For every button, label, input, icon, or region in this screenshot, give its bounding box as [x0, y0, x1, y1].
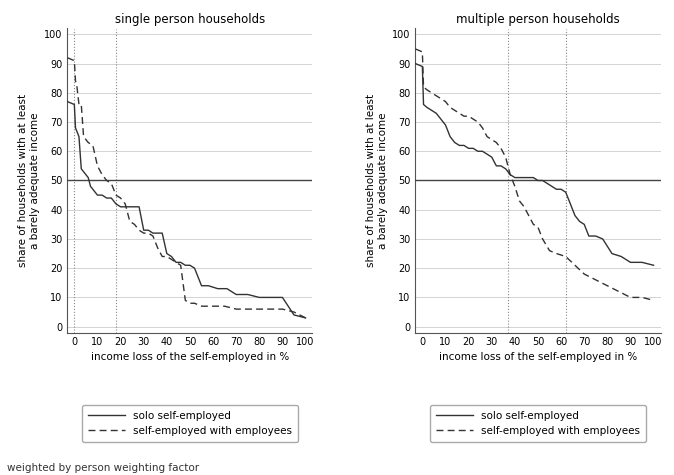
Legend: solo self-employed, self-employed with employees: solo self-employed, self-employed with e…	[430, 405, 646, 442]
Y-axis label: share of households with at least
a barely adequate income: share of households with at least a bare…	[367, 94, 388, 267]
Title: single person households: single person households	[115, 13, 265, 26]
Title: multiple person households: multiple person households	[456, 13, 620, 26]
X-axis label: income loss of the self-employed in %: income loss of the self-employed in %	[91, 352, 289, 361]
X-axis label: income loss of the self-employed in %: income loss of the self-employed in %	[439, 352, 637, 361]
Y-axis label: share of households with at least
a barely adequate income: share of households with at least a bare…	[18, 94, 40, 267]
Text: weighted by person weighting factor: weighted by person weighting factor	[7, 463, 199, 473]
Legend: solo self-employed, self-employed with employees: solo self-employed, self-employed with e…	[82, 405, 298, 442]
